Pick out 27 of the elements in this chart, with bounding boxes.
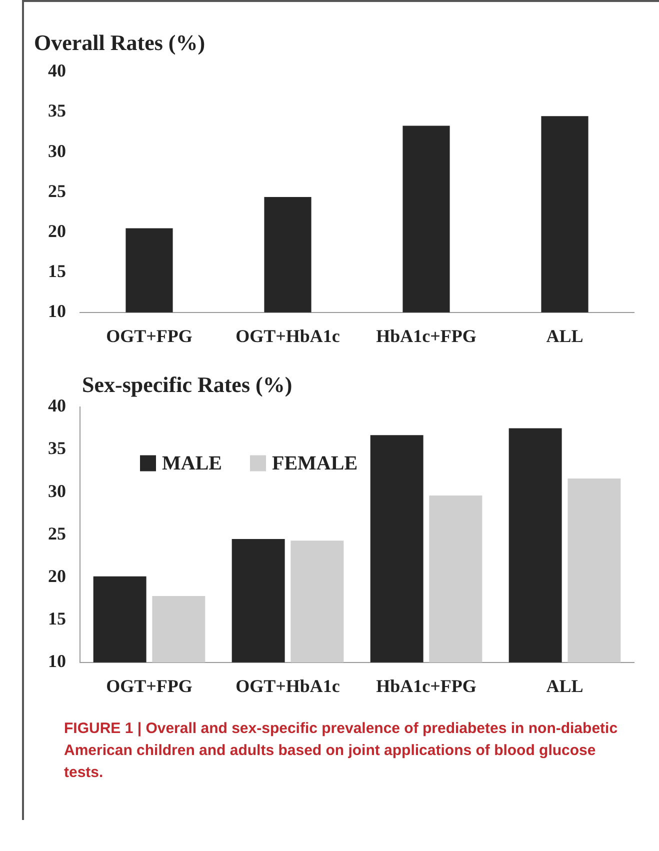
y-tick-label: 40 bbox=[48, 396, 66, 416]
y-tick-label: 40 bbox=[48, 60, 66, 81]
y-tick-label: 25 bbox=[48, 523, 66, 544]
y-tick-label: 15 bbox=[48, 608, 66, 628]
x-tick-label: HbA1c+FPG bbox=[376, 326, 476, 346]
chart-title: Overall Rates (%) bbox=[34, 30, 206, 56]
y-tick-label: 10 bbox=[48, 301, 66, 322]
y-tick-label: 25 bbox=[48, 180, 66, 201]
x-tick-label: OGT+HbA1c bbox=[236, 326, 340, 346]
y-tick-label: 20 bbox=[48, 220, 66, 241]
x-tick-label: OGT+FPG bbox=[106, 326, 192, 346]
legend-label: MALE bbox=[162, 452, 222, 474]
y-tick-label: 20 bbox=[48, 566, 66, 586]
legend-label: FEMALE bbox=[272, 452, 358, 474]
x-tick-label: HbA1c+FPG bbox=[376, 676, 476, 696]
y-tick-label: 15 bbox=[48, 260, 66, 281]
x-tick-label: ALL bbox=[546, 676, 584, 696]
caption: FIGURE 1 | Overall and sex-specific prevalence of prediabetes in non-diabetic American children and adults based on joint applications of blood glucose tests. bbox=[64, 719, 619, 782]
x-tick-label: ALL bbox=[546, 326, 584, 346]
y-tick-label: 10 bbox=[48, 651, 66, 672]
y-tick-label: 30 bbox=[48, 140, 66, 161]
y-tick-label: 30 bbox=[48, 480, 66, 501]
y-tick-label: 35 bbox=[48, 100, 66, 121]
x-tick-label: OGT+HbA1c bbox=[236, 676, 340, 696]
x-tick-label: OGT+FPG bbox=[106, 676, 192, 696]
chart-title: Sex-specific Rates (%) bbox=[82, 372, 292, 398]
y-tick-label: 35 bbox=[48, 438, 66, 458]
